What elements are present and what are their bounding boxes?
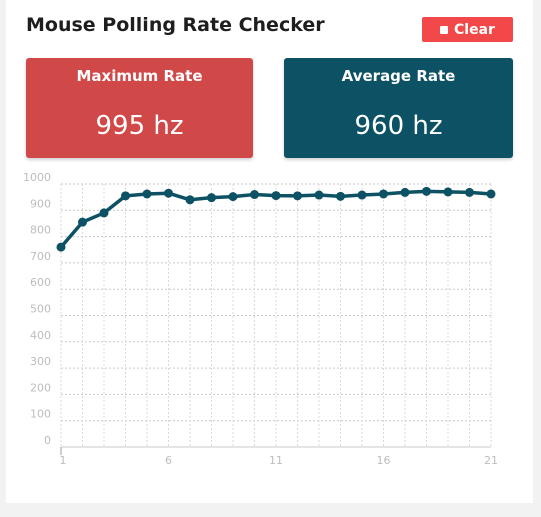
data-point (293, 191, 302, 201)
y-tick-label: 0 (44, 434, 51, 447)
average-rate-label: Average Rate (341, 67, 456, 85)
data-point (164, 188, 173, 198)
clear-button[interactable]: Clear (422, 17, 513, 42)
x-tick-label: 1 (60, 454, 67, 467)
data-point (443, 187, 453, 197)
data-point (121, 191, 130, 201)
x-tick-label: 16 (377, 454, 391, 467)
y-tick-label: 600 (30, 276, 51, 289)
y-tick-label: 900 (30, 197, 51, 210)
data-point (78, 217, 87, 227)
data-point (422, 186, 431, 196)
data-point (99, 208, 109, 218)
page-title: Mouse Polling Rate Checker (26, 14, 325, 36)
data-point (357, 190, 367, 200)
data-point (185, 195, 195, 205)
x-tick-label: 11 (269, 454, 283, 467)
y-tick-label: 400 (30, 329, 51, 342)
maximum-rate-value: 995 hz (95, 111, 184, 141)
clear-button-label: Clear (454, 21, 495, 38)
data-point (314, 190, 324, 200)
maximum-rate-label: Maximum Rate (76, 67, 203, 85)
data-point (486, 189, 496, 199)
maximum-rate-card: Maximum Rate 995 hz (26, 58, 253, 158)
polling-rate-card: Mouse Polling Rate Checker Clear Maximum… (6, 0, 533, 503)
data-point (400, 187, 410, 197)
average-rate-card: Average Rate 960 hz (284, 58, 513, 158)
y-tick-label: 100 (30, 408, 51, 421)
data-point (250, 190, 259, 200)
data-point (207, 193, 216, 203)
data-point (271, 191, 281, 201)
data-point (228, 192, 238, 202)
x-tick-label: 21 (484, 454, 498, 467)
data-point (142, 189, 152, 199)
y-tick-label: 800 (30, 224, 51, 237)
y-tick-label: 500 (30, 303, 51, 316)
y-tick-label: 200 (30, 381, 51, 394)
data-point (336, 191, 345, 201)
stop-icon (440, 25, 449, 34)
data-point (56, 242, 66, 252)
y-tick-label: 700 (30, 250, 51, 263)
y-tick-label: 1000 (23, 171, 51, 184)
average-rate-value: 960 hz (354, 111, 443, 141)
x-tick-label: 6 (165, 454, 172, 467)
data-point (465, 187, 474, 197)
data-point (379, 189, 388, 199)
y-tick-label: 300 (30, 355, 51, 368)
